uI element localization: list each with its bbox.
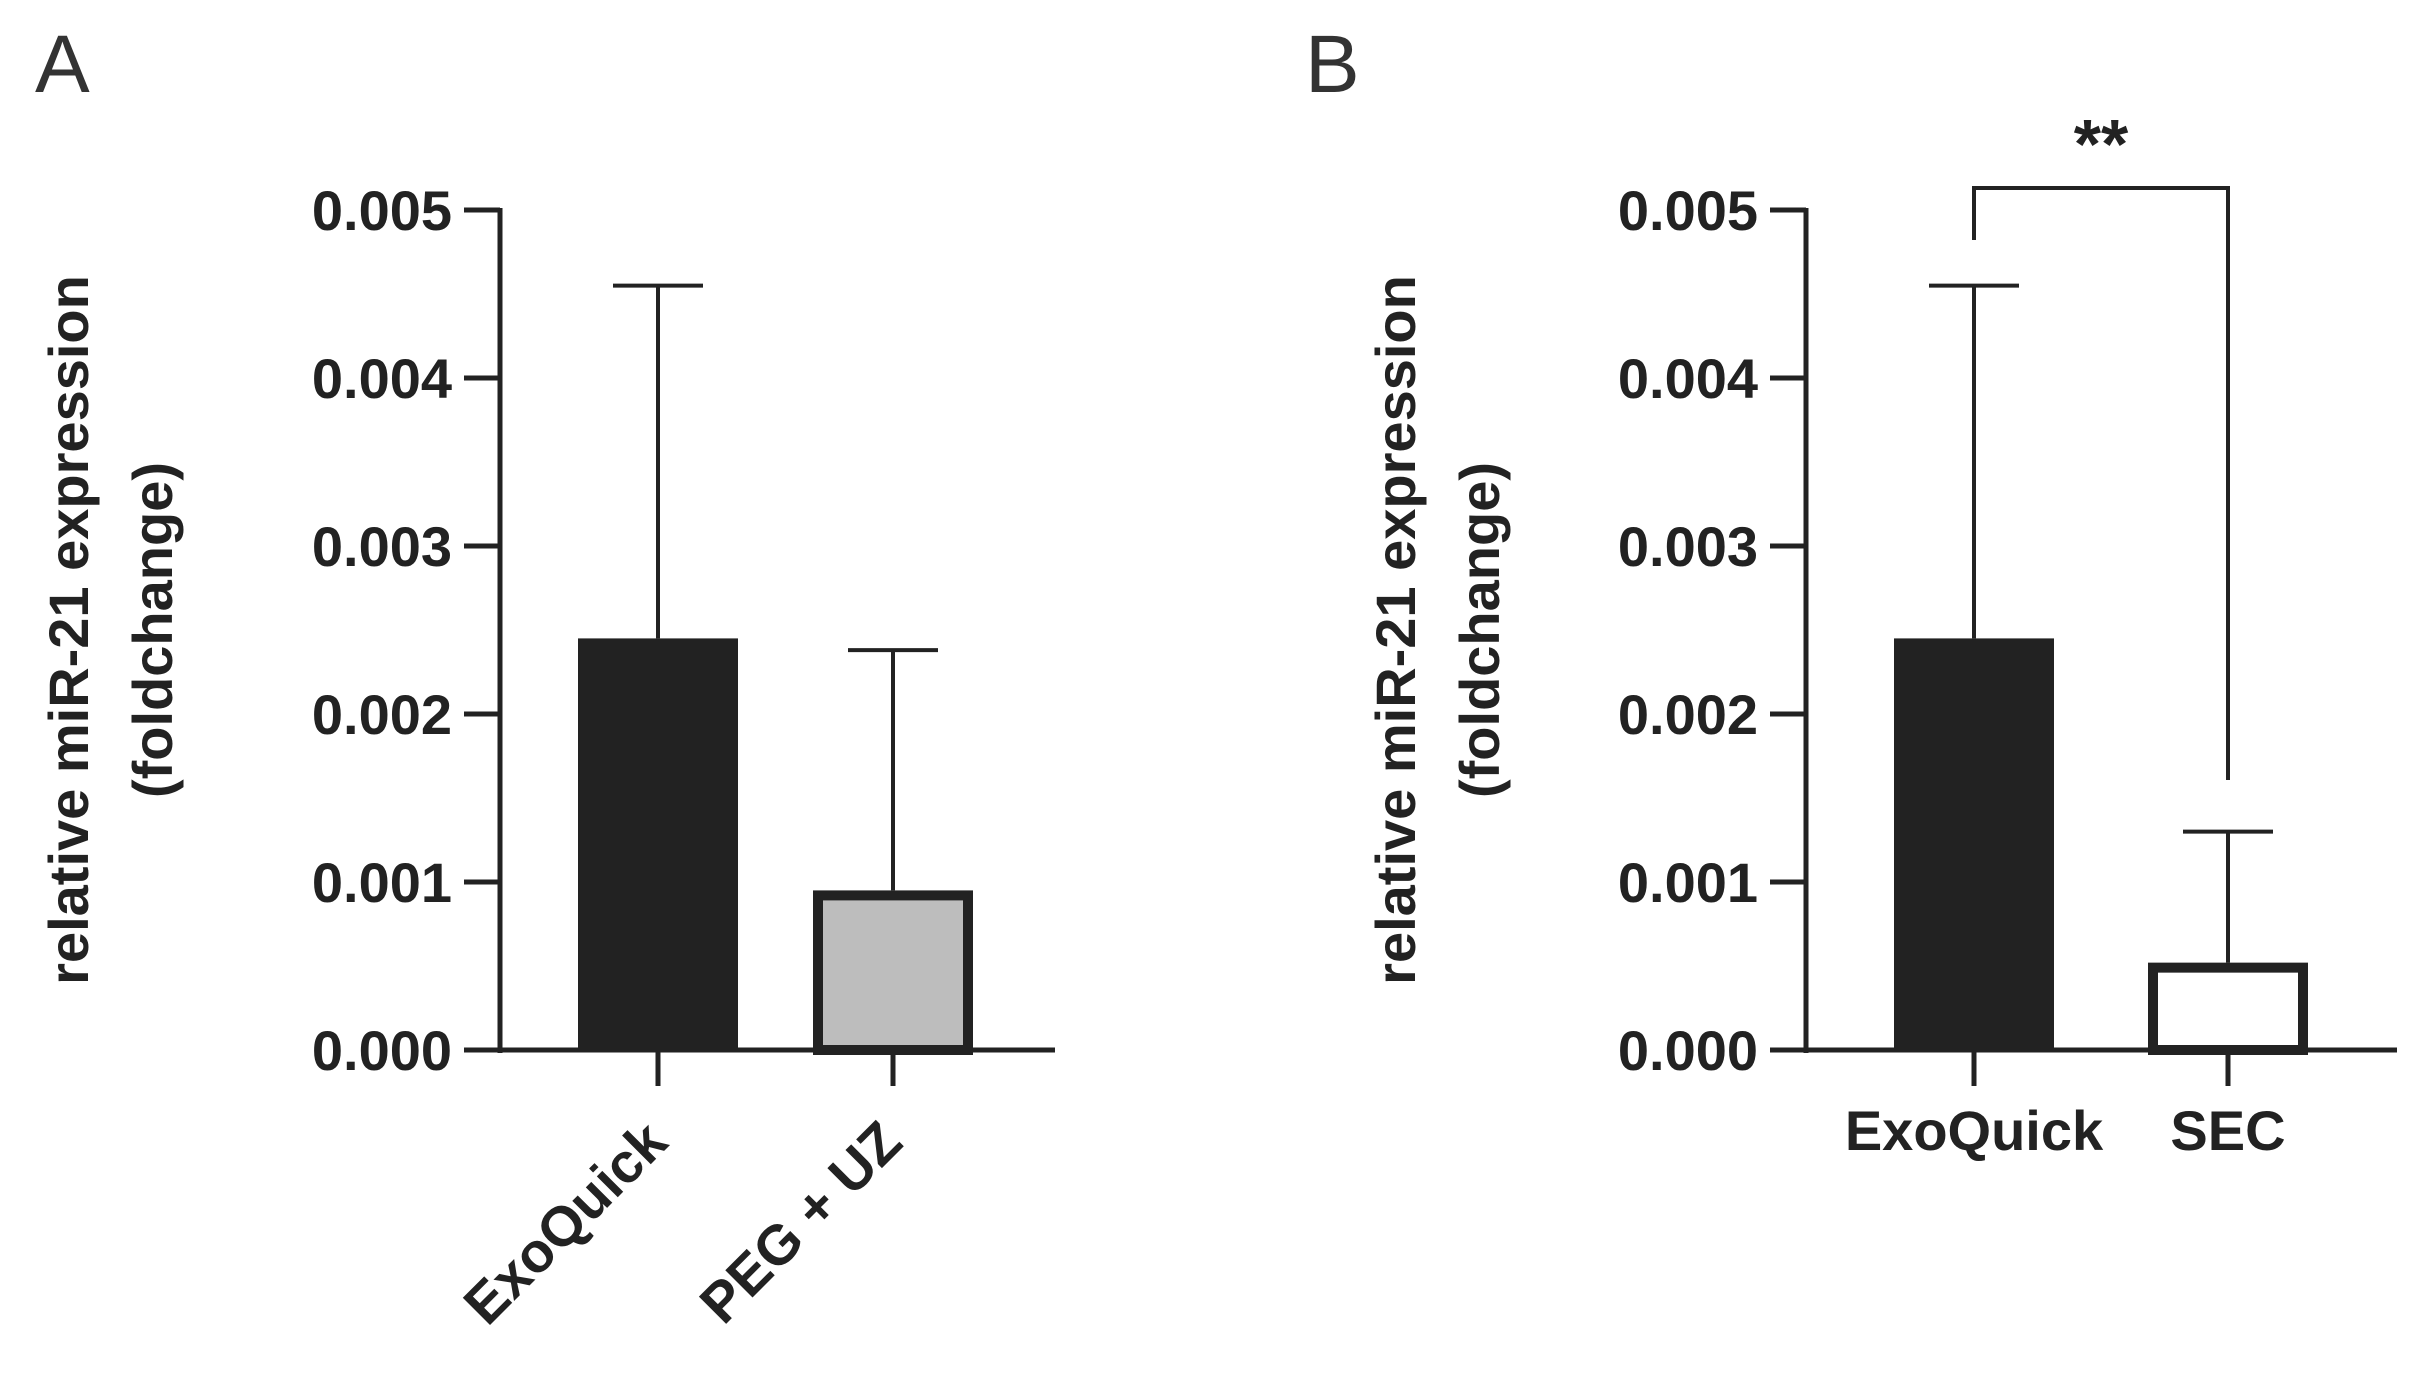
panel-a-category-label-1: PEG + UZ [687, 1109, 913, 1335]
panel-b-letter: B [1305, 19, 1360, 110]
panel-b-y-axis-title-line1: relative miR-21 expression [1364, 275, 1427, 985]
panel-a-y-tick-label: 0.001 [312, 851, 452, 914]
panel-b-significance-label: ** [2074, 105, 2129, 183]
panel-a-y-axis-title-line1: relative miR-21 expression [37, 275, 100, 985]
panel-b-y-tick-label: 0.000 [1618, 1019, 1758, 1082]
panel-b-significance-bracket [1972, 186, 2230, 780]
panel-b-bar-1 [2148, 962, 2308, 1056]
panel-a-bar-0 [578, 638, 738, 1053]
panel-a-y-tick-label: 0.000 [312, 1019, 452, 1082]
panel-a-y-tick-label: 0.004 [312, 347, 452, 410]
panel-a-letter: A [35, 19, 90, 110]
panel-a-y-tick-label: 0.003 [312, 515, 452, 578]
panel-b-y-axis-title-line2: (foldchange) [1448, 462, 1511, 798]
panel-b-bar-0 [1894, 638, 2054, 1053]
panel-b-category-label-1: SEC [2170, 1099, 2285, 1162]
panel-b-y-tick-label: 0.001 [1618, 851, 1758, 914]
panel-b-y-tick-label: 0.004 [1618, 347, 1758, 410]
panel-b-category-label-0: ExoQuick [1845, 1099, 2104, 1162]
panel-a-y-axis-title-line2: (foldchange) [121, 462, 184, 798]
panel-b-y-tick-label: 0.002 [1618, 683, 1758, 746]
panel-a-y-tick-label: 0.005 [312, 179, 452, 242]
panel-a-y-tick-label: 0.002 [312, 683, 452, 746]
panel-a-category-label-0: ExoQuick [451, 1108, 679, 1336]
panel-b-y-tick-label: 0.003 [1618, 515, 1758, 578]
panel-b-y-tick-label: 0.005 [1618, 179, 1758, 242]
panel-a-bar-1 [813, 890, 973, 1056]
